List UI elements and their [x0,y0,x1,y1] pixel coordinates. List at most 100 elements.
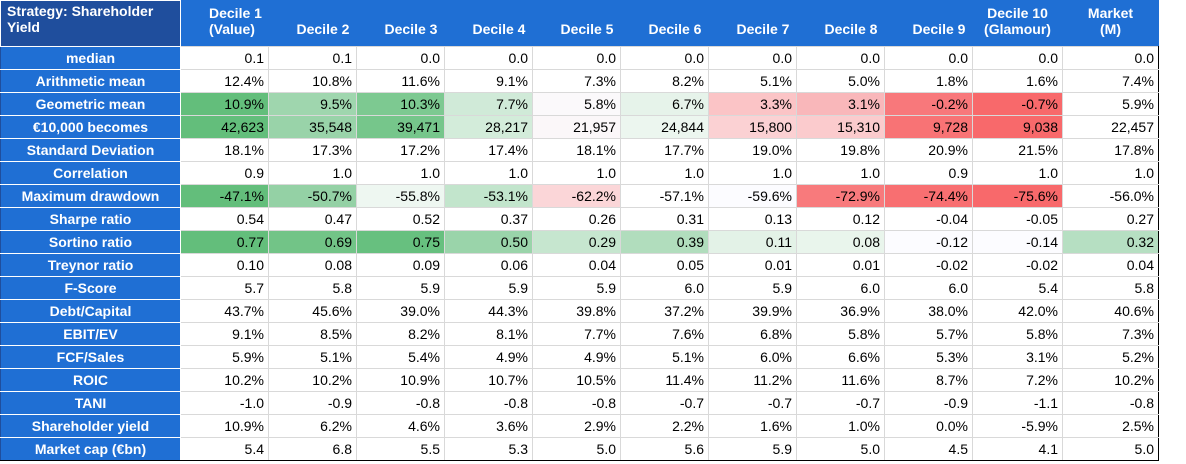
table-cell: 11.4% [620,368,709,392]
table-cell: 6.6% [796,345,885,369]
table-cell: -0.02 [972,253,1063,277]
row-label: Sharpe ratio [0,207,181,231]
table-cell: 2.9% [532,414,621,438]
table-cell: 6.0 [620,276,709,300]
table-cell: 0.29 [532,230,621,254]
table-cell: 0.11 [708,230,797,254]
table-cell: 42,623 [180,115,269,139]
column-header-8: Decile 8 [796,0,885,47]
table-cell: 5.1% [268,345,357,369]
table-cell: -0.7 [620,391,709,415]
table-cell: 5.4 [972,276,1063,300]
table-cell: 5.3 [444,437,533,461]
table-cell: -57.1% [620,184,709,208]
table-cell: 0.52 [356,207,445,231]
column-header-line2: Decile 5 [560,21,614,37]
table-cell: 19.0% [708,138,797,162]
table-cell: 5.0 [796,437,885,461]
column-header-line2: Decile 4 [472,21,526,37]
table-cell: 5.0 [1062,437,1159,461]
column-header-line2: Decile 6 [648,21,702,37]
table-cell: 0.04 [1062,253,1159,277]
table-cell: 1.6% [972,69,1063,93]
row-label: Debt/Capital [0,299,181,323]
table-cell: 0.47 [268,207,357,231]
table-cell: 6.2% [268,414,357,438]
table-cell: 0.0 [884,46,973,70]
table-cell: 1.0% [796,414,885,438]
table-cell: 1.0 [796,161,885,185]
table-cell: 4.9% [444,345,533,369]
column-header-line1 [473,5,529,21]
column-header-line2: Decile 2 [296,21,350,37]
table-cell: -0.9 [268,391,357,415]
table-cell: -5.9% [972,414,1063,438]
table-cell: 10.5% [532,368,621,392]
table-cell: 21,957 [532,115,621,139]
table-row: Arithmetic mean 12.4% 10.8% 11.6% 9.1% 7.3% 8.… [0,69,1159,93]
table-cell: -72.9% [796,184,885,208]
column-header-line2: Decile 9 [912,21,966,37]
table-cell: 5.9% [1062,92,1159,116]
table-cell: 0.10 [180,253,269,277]
table-cell: 5.8 [268,276,357,300]
table-cell: 5.5 [356,437,445,461]
table-cell: 21.5% [972,138,1063,162]
row-label: TANI [0,391,181,415]
table-cell: -62.2% [532,184,621,208]
table-cell: 5.9 [708,276,797,300]
column-header-line2: Decile 8 [824,21,878,37]
column-header-2: Decile 2 [268,0,357,47]
table-cell: 10.2% [180,368,269,392]
table-cell: 7.3% [1062,322,1159,346]
table-cell: 40.6% [1062,299,1159,323]
table-body: median 0.1 0.1 0.0 0.0 0.0 0.0 0.0 0.0 0.0 0.0 0.0 A… [0,46,1159,461]
table-cell: 0.26 [532,207,621,231]
table-cell: 3.1% [796,92,885,116]
table-cell: 2.5% [1062,414,1159,438]
table-cell: 22,457 [1062,115,1159,139]
table-cell: -59.6% [708,184,797,208]
table-row: Correlation 0.9 1.0 1.0 1.0 1.0 1.0 1.0 1.0 0.9 1.… [0,161,1159,185]
header-row: Strategy: Shareholder Yield Decile 1 (Val… [0,0,1159,47]
column-header-line1 [649,5,705,21]
column-header-line1: Decile 1 [209,5,262,21]
row-label: Standard Deviation [0,138,181,162]
table-cell: 42.0% [972,299,1063,323]
table-cell: 0.9 [884,161,973,185]
table-cell: 0.54 [180,207,269,231]
table-cell: -0.2% [884,92,973,116]
table-cell: 5.7% [884,322,973,346]
table-cell: 44.3% [444,299,533,323]
table-cell: 0.0 [532,46,621,70]
table-cell: 24,844 [620,115,709,139]
column-header-line2: Decile 3 [384,21,438,37]
table-cell: 39.0% [356,299,445,323]
table-cell: 5.8 [1062,276,1159,300]
table-cell: 5.4% [356,345,445,369]
table-row: EBIT/EV 9.1% 8.5% 8.2% 8.1% 7.7% 7.6% 6.8% 5.8% 5… [0,322,1159,346]
table-cell: 5.9 [708,437,797,461]
table-cell: -0.02 [884,253,973,277]
table-cell: -0.05 [972,207,1063,231]
table-cell: 0.0 [796,46,885,70]
table-cell: 35,548 [268,115,357,139]
table-cell: 5.8% [972,322,1063,346]
table-cell: 6.0 [796,276,885,300]
column-header-line1 [561,5,617,21]
table-cell: 0.1 [268,46,357,70]
table-cell: 7.7% [444,92,533,116]
row-label: Arithmetic mean [0,69,181,93]
table-cell: 10.8% [268,69,357,93]
table-row: Geometric mean 10.9% 9.5% 10.3% 7.7% 5.8% 6.7%… [0,92,1159,116]
table-cell: 28,217 [444,115,533,139]
table-cell: -74.4% [884,184,973,208]
table-cell: 4.5 [884,437,973,461]
table-cell: 0.01 [708,253,797,277]
row-label: €10,000 becomes [0,115,181,139]
table-row: Treynor ratio 0.10 0.08 0.09 0.06 0.04 0.05 0.0… [0,253,1159,277]
column-header-line1 [297,5,353,21]
table-cell: 5.9 [356,276,445,300]
column-header-line1: Decile 10 [987,5,1048,21]
